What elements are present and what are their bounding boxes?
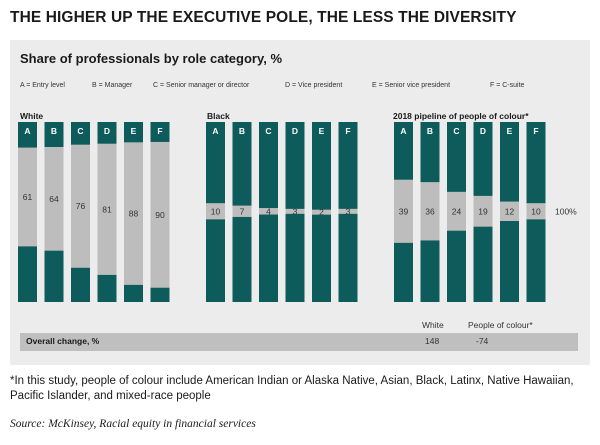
chart-subtitle: Share of professionals by role category,… (20, 51, 283, 66)
white-share-b (44, 146, 64, 251)
chart-panel: Share of professionals by role category,… (10, 40, 590, 365)
pipeline-value-label-c: 24 (452, 206, 462, 216)
black-share-b (232, 205, 252, 217)
key-vice-president: D = Vice president (285, 82, 343, 89)
overall-change-row: Overall change, % 148 -74 (20, 333, 578, 351)
key-c-suite: F = C-suite (490, 82, 525, 89)
pipeline-category-label-e: E (507, 126, 513, 136)
white-value-label-f: 90 (155, 210, 165, 220)
black-share-f (338, 208, 358, 214)
overall-change-label: Overall change, % (26, 336, 100, 346)
pipeline-category-label-f: F (533, 126, 538, 136)
pipeline-share-c (447, 191, 466, 231)
black-share-e (312, 209, 331, 215)
key-senior-manager: C = Senior manager or director (153, 82, 250, 89)
white-value-label-a: 61 (23, 192, 33, 202)
people-of-colour-column-header: People of colour* (468, 320, 533, 330)
white-category-label-e: E (131, 126, 137, 136)
key-manager: B = Manager (92, 82, 133, 89)
white-share-e (124, 142, 143, 285)
pipeline-chart-title: 2018 pipeline of people of colour* (393, 111, 529, 121)
black-value-label-e: 2 (319, 207, 324, 217)
black-category-label-c: C (265, 126, 271, 136)
white-category-label-a: A (24, 126, 30, 136)
black-category-label-b: B (239, 126, 245, 136)
black-share-c (259, 208, 278, 215)
white-value-label-e: 88 (129, 209, 139, 219)
black-value-label-c: 4 (266, 206, 271, 216)
pipeline-share-a (394, 179, 413, 243)
footnote: *In this study, people of colour include… (10, 375, 574, 402)
white-value-label-d: 81 (102, 204, 112, 214)
pipeline-category-label-b: B (427, 126, 433, 136)
pipeline-share-e (500, 201, 519, 221)
poc-change-value: -74 (476, 336, 489, 346)
white-category-label-c: C (77, 126, 83, 136)
source: Source: McKinsey, Racial equity in finan… (10, 418, 256, 430)
black-category-label-f: F (345, 126, 350, 136)
black-share-a (206, 203, 225, 220)
white-category-label-b: B (51, 126, 57, 136)
white-value-label-b: 64 (49, 194, 59, 204)
white-share-a (18, 147, 37, 247)
black-value-label-d: 3 (293, 206, 298, 216)
pipeline-value-label-e: 12 (505, 206, 515, 216)
white-category-label-f: F (157, 126, 162, 136)
white-share-f (150, 141, 170, 288)
white-category-label-d: D (104, 126, 110, 136)
black-value-label-a: 10 (211, 206, 221, 216)
black-category-label-e: E (319, 126, 325, 136)
key-senior-vice-president: E = Senior vice president (372, 82, 451, 89)
pipeline-category-label-c: C (453, 126, 459, 136)
pipeline-category-label-a: A (400, 126, 406, 136)
pipeline-value-label-f: 10 (531, 206, 541, 216)
pipeline-category-label-d: D (480, 126, 486, 136)
white-value-label-c: 76 (76, 201, 86, 211)
pipeline-share-b (420, 182, 440, 241)
bar-charts: A 61 B 64 C 76 D 81 E 88 F 90 A 10 B 7 C 4 D 3 E 2 F 3 A 39 B 36 C 24… (18, 122, 577, 302)
key-entry-level: A = Entry level (20, 82, 65, 89)
black-category-label-d: D (292, 126, 298, 136)
pipeline-value-label-a: 39 (399, 206, 409, 216)
pipeline-share-f (526, 203, 546, 220)
white-share-d (97, 143, 117, 275)
black-value-label-b: 7 (240, 206, 245, 216)
white-change-value: 148 (425, 336, 440, 346)
black-category-label-a: A (212, 126, 218, 136)
white-chart-title: White (20, 111, 44, 121)
pipeline-value-label-b: 36 (425, 206, 435, 216)
pipeline-value-label-d: 19 (478, 206, 488, 216)
pipeline-share-d (473, 195, 493, 227)
white-column-header: White (422, 320, 444, 330)
black-chart-title: Black (207, 111, 230, 121)
pipeline-total-annotation: 100% (555, 206, 577, 216)
white-share-c (71, 144, 90, 268)
black-share-d (285, 208, 305, 214)
black-value-label-f: 3 (346, 206, 351, 216)
headline: THE HIGHER UP THE EXECUTIVE POLE, THE LE… (10, 9, 517, 26)
